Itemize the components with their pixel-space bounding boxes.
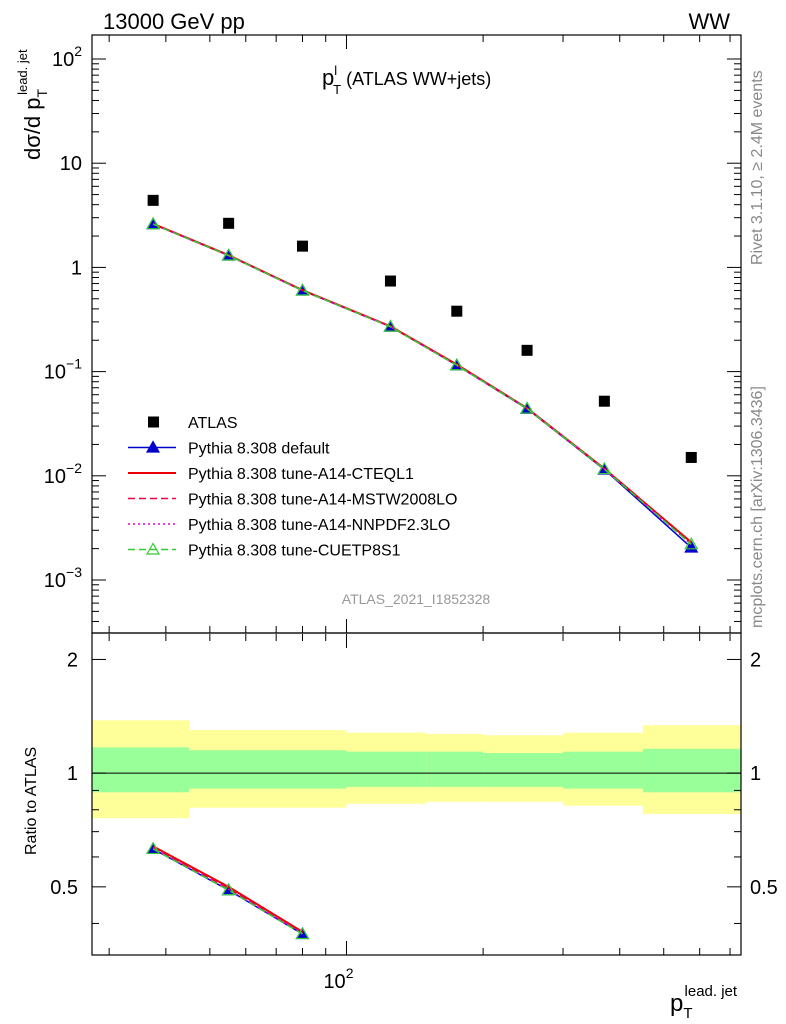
legend-item-a14_nnpdf: Pythia 8.308 tune-A14-NNPDF2.3LO <box>128 517 450 534</box>
band-inner-0 <box>92 747 190 793</box>
ratio-y-axis-label: Ratio to ATLAS <box>23 747 40 855</box>
rivet-label: Rivet 3.1.10, ≥ 2.4M events <box>749 70 766 265</box>
main-marker-cuetp8s1-3 <box>383 319 398 332</box>
main-atlas-point-4 <box>451 305 463 317</box>
main-atlas-point-3 <box>384 275 396 287</box>
main-marker-default-0 <box>146 216 161 230</box>
main-atlas-point-1 <box>223 217 235 229</box>
y-tick-label: 10−3 <box>44 564 82 592</box>
ratio-y-tick-label-left: 0.5 <box>50 877 78 899</box>
main-marker-cuetp8s1-0 <box>146 216 161 230</box>
y-tick-label: 102 <box>52 43 82 71</box>
ratio-marker-cuetp8s1-0 <box>146 841 161 855</box>
main-marker-cuetp8s1-7 <box>684 537 699 550</box>
legend-marker <box>145 440 161 453</box>
ratio-y-tick-label-right: 2 <box>750 649 761 671</box>
y-tick-label: 10−1 <box>44 356 82 384</box>
x-tick-label: 102 <box>323 965 353 993</box>
ratio-frame <box>91 632 742 956</box>
main-atlas-point-6 <box>598 395 610 407</box>
y-tick-label: 1 <box>71 257 82 279</box>
ratio-marker-cuetp8s1-1 <box>221 882 236 896</box>
mcplots-label: mcplots.cern.ch [arXiv:1306.3436] <box>749 386 766 628</box>
ratio-bands <box>92 720 741 819</box>
ratio-line-a14_nnpdf <box>152 847 303 935</box>
legend-label: Pythia 8.308 tune-A14-NNPDF2.3LO <box>188 517 450 534</box>
legend: ATLAS Pythia 8.308 default Pythia 8.308 tu… <box>128 415 457 560</box>
ratio-line-cuetp8s1 <box>152 848 303 935</box>
header-right: WW <box>688 9 730 34</box>
analysis-id: ATLAS_2021_I1852328 <box>342 591 491 607</box>
ratio-line-a14_cteql1 <box>152 845 304 933</box>
legend-label: Pythia 8.308 tune-CUETP8S1 <box>188 543 401 560</box>
axis-ticks <box>92 35 741 955</box>
ratio-y-tick-label-right: 0.5 <box>750 877 778 899</box>
chart-title: pl T (ATLAS WW+jets) <box>322 63 491 97</box>
legend-marker <box>145 542 161 555</box>
main-marker-cuetp8s1-1 <box>221 248 236 261</box>
legend-item-cuetp8s1: Pythia 8.308 tune-CUETP8S1 <box>128 542 401 560</box>
main-marker-cuetp8s1-6 <box>597 461 612 475</box>
ratio-y-tick-label-right: 1 <box>750 763 761 785</box>
main-atlas-point-2 <box>296 240 308 252</box>
legend-label: ATLAS <box>188 415 238 432</box>
legend-item-a14_cteql1: Pythia 8.308 tune-A14-CTEQL1 <box>128 466 414 483</box>
main-atlas-point-0 <box>147 194 159 206</box>
band-inner-5 <box>563 751 643 789</box>
x-axis-label: pTlead. jet <box>670 983 738 1022</box>
legend-item-default: Pythia 8.308 default <box>128 440 330 458</box>
band-inner-4 <box>483 753 564 787</box>
main-marker-cuetp8s1-4 <box>449 358 464 371</box>
band-inner-2 <box>346 751 427 787</box>
legend-label: Pythia 8.308 tune-A14-MSTW2008LO <box>188 492 457 509</box>
main-series <box>146 194 699 553</box>
main-marker-cuetp8s1-5 <box>520 401 535 414</box>
y-axis-label: dσ/d pTlead. jet <box>15 49 50 160</box>
ratio-marker-cuetp8s1-2 <box>295 926 310 940</box>
ratio-series <box>146 841 310 940</box>
ratio-y-tick-label-left: 1 <box>67 763 78 785</box>
ratio-line-a14_mstw <box>152 846 303 934</box>
band-inner-3 <box>426 751 484 787</box>
header-left: 13000 GeV pp <box>103 9 245 34</box>
band-inner-1 <box>189 750 347 789</box>
legend-item-a14_mstw: Pythia 8.308 tune-A14-MSTW2008LO <box>128 492 457 509</box>
main-line-a14_nnpdf <box>152 223 692 545</box>
ratio-y-tick-label-left: 2 <box>67 649 78 671</box>
main-line-cuetp8s1 <box>152 223 692 545</box>
legend-label: Pythia 8.308 tune-A14-CTEQL1 <box>188 466 414 483</box>
y-tick-label: 10 <box>60 153 82 175</box>
band-inner-6 <box>642 748 741 793</box>
legend-item-atlas: ATLAS <box>148 415 238 432</box>
main-marker-cuetp8s1-2 <box>295 283 310 296</box>
main-atlas-point-7 <box>685 451 697 463</box>
legend-label: Pythia 8.308 default <box>188 441 330 458</box>
legend-swatch <box>148 416 159 428</box>
tick-labels: 102 10 1 10−1 10−2 10−3 102 0.5 0.5 1 1 2 2 <box>44 43 778 993</box>
main-atlas-point-5 <box>521 344 533 356</box>
y-tick-label: 10−2 <box>44 460 82 488</box>
